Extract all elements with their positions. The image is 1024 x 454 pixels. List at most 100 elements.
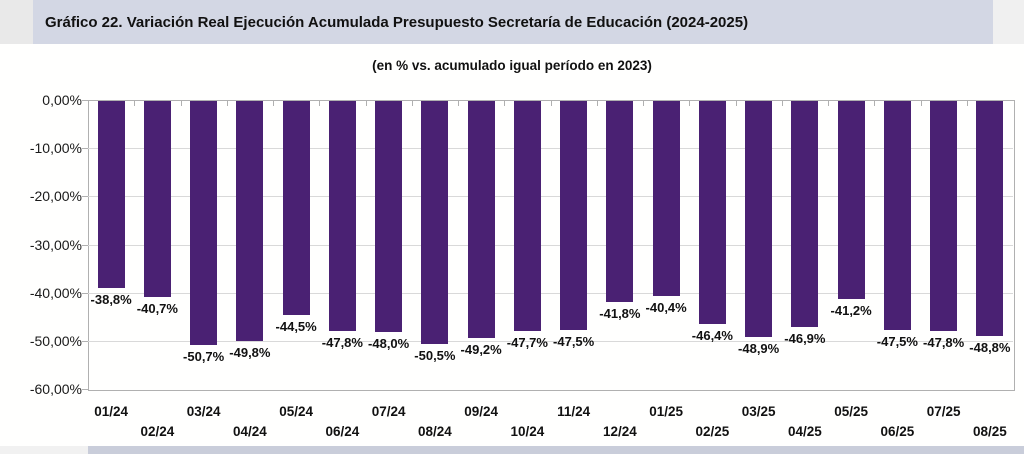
category-tick <box>411 100 413 106</box>
bar <box>883 101 911 330</box>
gridline <box>88 148 1013 150</box>
category-tick <box>134 100 136 106</box>
bar <box>421 101 449 345</box>
bar <box>328 101 356 332</box>
bar-value-label: -47,8% <box>923 335 965 351</box>
x-axis-label: 10/24 <box>510 424 545 439</box>
x-axis-label: 06/25 <box>880 424 915 439</box>
bar-value-label: -49,8% <box>229 344 271 360</box>
bar-value-label: -40,7% <box>136 301 178 317</box>
bar-value-label: -41,2% <box>830 303 872 319</box>
x-axis-label: 05/25 <box>834 404 869 419</box>
bar <box>190 101 218 346</box>
footer-strip <box>88 446 1024 454</box>
bar <box>791 101 819 327</box>
x-axis-label: 04/24 <box>232 424 267 439</box>
bar <box>236 101 264 341</box>
category-tick <box>920 100 922 106</box>
category-tick <box>319 100 321 106</box>
bar <box>375 101 403 333</box>
bar <box>97 101 125 288</box>
x-axis-label: 06/24 <box>325 424 360 439</box>
x-axis-label: 09/24 <box>464 404 499 419</box>
bar-value-label: -46,4% <box>691 328 733 344</box>
bar <box>745 101 773 337</box>
category-tick <box>735 100 737 106</box>
y-axis-label: 0,00% <box>42 92 82 108</box>
y-axis-label: -20,00% <box>29 188 82 205</box>
gridline <box>88 244 1013 246</box>
bar-value-label: -49,2% <box>460 341 502 357</box>
bar <box>837 101 865 300</box>
y-axis-label: -10,00% <box>29 140 82 157</box>
bar-value-label: -50,5% <box>414 348 456 364</box>
x-axis-label: 04/25 <box>787 424 822 439</box>
bar-value-label: -38,8% <box>90 291 132 307</box>
x-axis-label: 07/24 <box>371 404 406 419</box>
y-axis-label: -30,00% <box>29 236 82 253</box>
bar-value-label: -41,8% <box>599 306 641 322</box>
bar <box>467 101 495 338</box>
y-axis-tick <box>82 196 88 198</box>
category-tick <box>643 100 644 106</box>
x-axis-label: 11/24 <box>557 404 591 419</box>
bar <box>560 101 588 330</box>
y-axis-label: -60,00% <box>29 381 82 397</box>
category-tick <box>504 100 506 106</box>
category-tick <box>550 100 552 106</box>
x-axis-label: 12/24 <box>602 424 637 439</box>
x-axis-label: 03/24 <box>186 404 221 419</box>
chart-title: Gráfico 22. Variación Real Ejecución Acu… <box>45 13 749 31</box>
bar <box>930 101 958 332</box>
category-tick <box>689 100 691 106</box>
bar-value-label: -47,5% <box>553 333 595 349</box>
bar-value-label: -48,9% <box>738 340 780 356</box>
bar <box>143 101 171 298</box>
y-axis-tick <box>82 148 88 150</box>
category-tick <box>966 100 968 106</box>
title-banner: Gráfico 22. Variación Real Ejecución Acu… <box>33 0 993 44</box>
x-axis-label: 01/24 <box>94 404 129 419</box>
bar-value-label: -47,5% <box>876 333 918 349</box>
bar-value-label: -47,8% <box>321 335 363 351</box>
bar-value-label: -47,7% <box>506 334 548 350</box>
bar-value-label: -46,9% <box>784 330 826 346</box>
x-axis-label: 01/25 <box>649 404 684 419</box>
category-tick <box>226 100 228 106</box>
gridline <box>88 196 1013 198</box>
gridline <box>88 292 1013 294</box>
x-axis-label: 02/24 <box>140 424 175 439</box>
category-tick <box>458 100 459 106</box>
bar <box>513 101 541 331</box>
bar <box>606 101 634 303</box>
bar <box>698 101 726 325</box>
x-axis-label: 08/25 <box>972 424 1007 439</box>
header-right-margin <box>993 0 1024 44</box>
category-tick <box>365 100 367 106</box>
y-axis-tick <box>82 100 88 101</box>
y-axis-tick <box>82 340 88 342</box>
bar-value-label: -50,7% <box>183 349 225 365</box>
category-tick <box>874 100 876 106</box>
category-tick <box>828 100 829 106</box>
bar-value-label: -48,8% <box>969 340 1011 356</box>
x-axis-label: 08/24 <box>417 424 452 439</box>
y-axis-label: -40,00% <box>29 284 82 301</box>
x-axis-label: 02/25 <box>695 424 730 439</box>
footer-left-margin <box>0 446 88 454</box>
bar <box>282 101 310 316</box>
bar-value-label: -48,0% <box>368 336 410 352</box>
bar-value-label: -40,4% <box>645 299 687 315</box>
x-axis-label: 05/24 <box>279 404 314 419</box>
bar-value-label: -44,5% <box>275 319 317 335</box>
y-axis-tick <box>82 292 88 294</box>
category-tick <box>180 100 182 106</box>
x-axis-label: 07/25 <box>926 404 961 419</box>
bar <box>652 101 680 296</box>
category-tick <box>781 100 783 106</box>
gridline <box>88 340 1013 342</box>
y-axis-tick <box>82 389 88 390</box>
y-axis-tick <box>82 244 88 246</box>
header-row: Gráfico 22. Variación Real Ejecución Acu… <box>0 0 1024 44</box>
